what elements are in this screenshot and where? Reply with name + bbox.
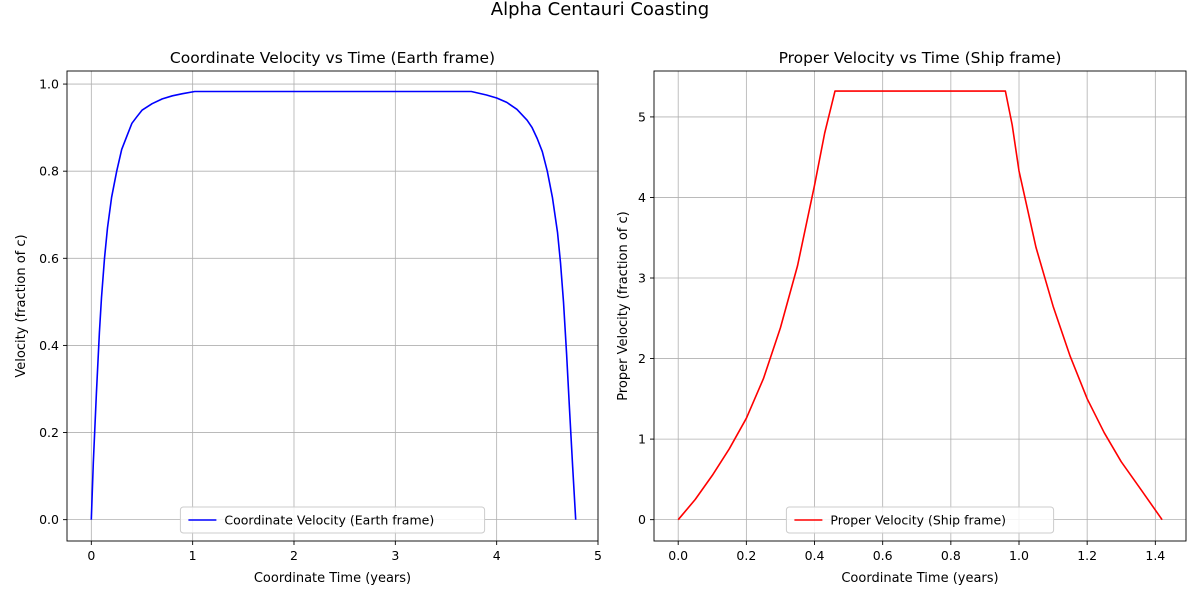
chart-1-ytick-label-0: 0 [638, 512, 646, 527]
chart-1-xtick-label-4: 0.8 [941, 548, 961, 563]
chart-0-title: Coordinate Velocity vs Time (Earth frame… [170, 49, 495, 67]
chart-1-legend-box [785, 506, 1055, 534]
chart-0-xlabel: Coordinate Time (years) [254, 571, 411, 586]
chart-0-xtick-label-1: 1 [189, 548, 197, 563]
chart-1-xtick-label-6: 1.2 [1077, 548, 1097, 563]
chart-0-series-line-0 [90, 90, 577, 520]
chart-0-ylabel: Velocity (fraction of c) [14, 234, 29, 377]
chart-0-xtick-label-4: 4 [493, 548, 501, 563]
chart-1-xtick-label-3: 0.6 [873, 548, 893, 563]
chart-1-ytick-label-5: 5 [638, 109, 646, 124]
chart-1-legend-label: Proper Velocity (Ship frame) [830, 513, 1006, 528]
chart-0-xtick-label-0: 0 [87, 548, 95, 563]
chart-1-series-line-0 [677, 90, 1163, 521]
chart-1-ytick-label-1: 1 [638, 432, 646, 447]
chart-1-title: Proper Velocity vs Time (Ship frame) [779, 49, 1062, 67]
figure-title: Alpha Centauri Coasting [491, 0, 709, 20]
chart-1-frame [653, 70, 1187, 542]
chart-1-xtick-label-0: 0.0 [668, 548, 688, 563]
chart-0-frame [66, 70, 599, 542]
chart-0-ytick-label-4: 0.8 [39, 164, 59, 179]
chart-0-ytick-label-1: 0.2 [39, 425, 59, 440]
chart-0-ytick-label-0: 0.0 [39, 512, 59, 527]
chart-1-xlabel: Coordinate Time (years) [841, 571, 998, 586]
chart-0-legend-label: Coordinate Velocity (Earth frame) [224, 513, 434, 528]
chart-0-xtick-label-3: 3 [391, 548, 399, 563]
chart-1-xtick-label-7: 1.4 [1145, 548, 1165, 563]
chart-0-legend-box [179, 506, 486, 534]
chart-0-ytick-label-2: 0.4 [39, 338, 59, 353]
chart-1-ytick-label-2: 2 [638, 351, 646, 366]
chart-1-ylabel: Proper Velocity (fraction of c) [616, 211, 631, 401]
plot-proper-velocity: 0.0 0.2 0.4 0.6 0.8 1.0 1.2 1.4 0 1 2 3 4 5 Proper Vel… [616, 49, 1187, 586]
chart-1-xtick-label-5: 1.0 [1009, 548, 1029, 563]
chart-0-xtick-label-2: 2 [290, 548, 298, 563]
chart-0-xtick-label-5: 5 [594, 548, 602, 563]
chart-1-ytick-label-4: 4 [638, 190, 646, 205]
chart-1-xtick-label-1: 0.2 [736, 548, 756, 563]
chart-1-ytick-label-3: 3 [638, 271, 646, 286]
chart-0-ytick-label-5: 1.0 [39, 77, 59, 92]
chart-1-xtick-label-2: 0.4 [805, 548, 825, 563]
plot-coordinate-velocity: 0 1 2 3 4 5 0.0 0.2 0.4 0.6 0.8 1.0 Coordinate Veloc… [14, 49, 602, 586]
chart-0-ytick-label-3: 0.6 [39, 251, 59, 266]
